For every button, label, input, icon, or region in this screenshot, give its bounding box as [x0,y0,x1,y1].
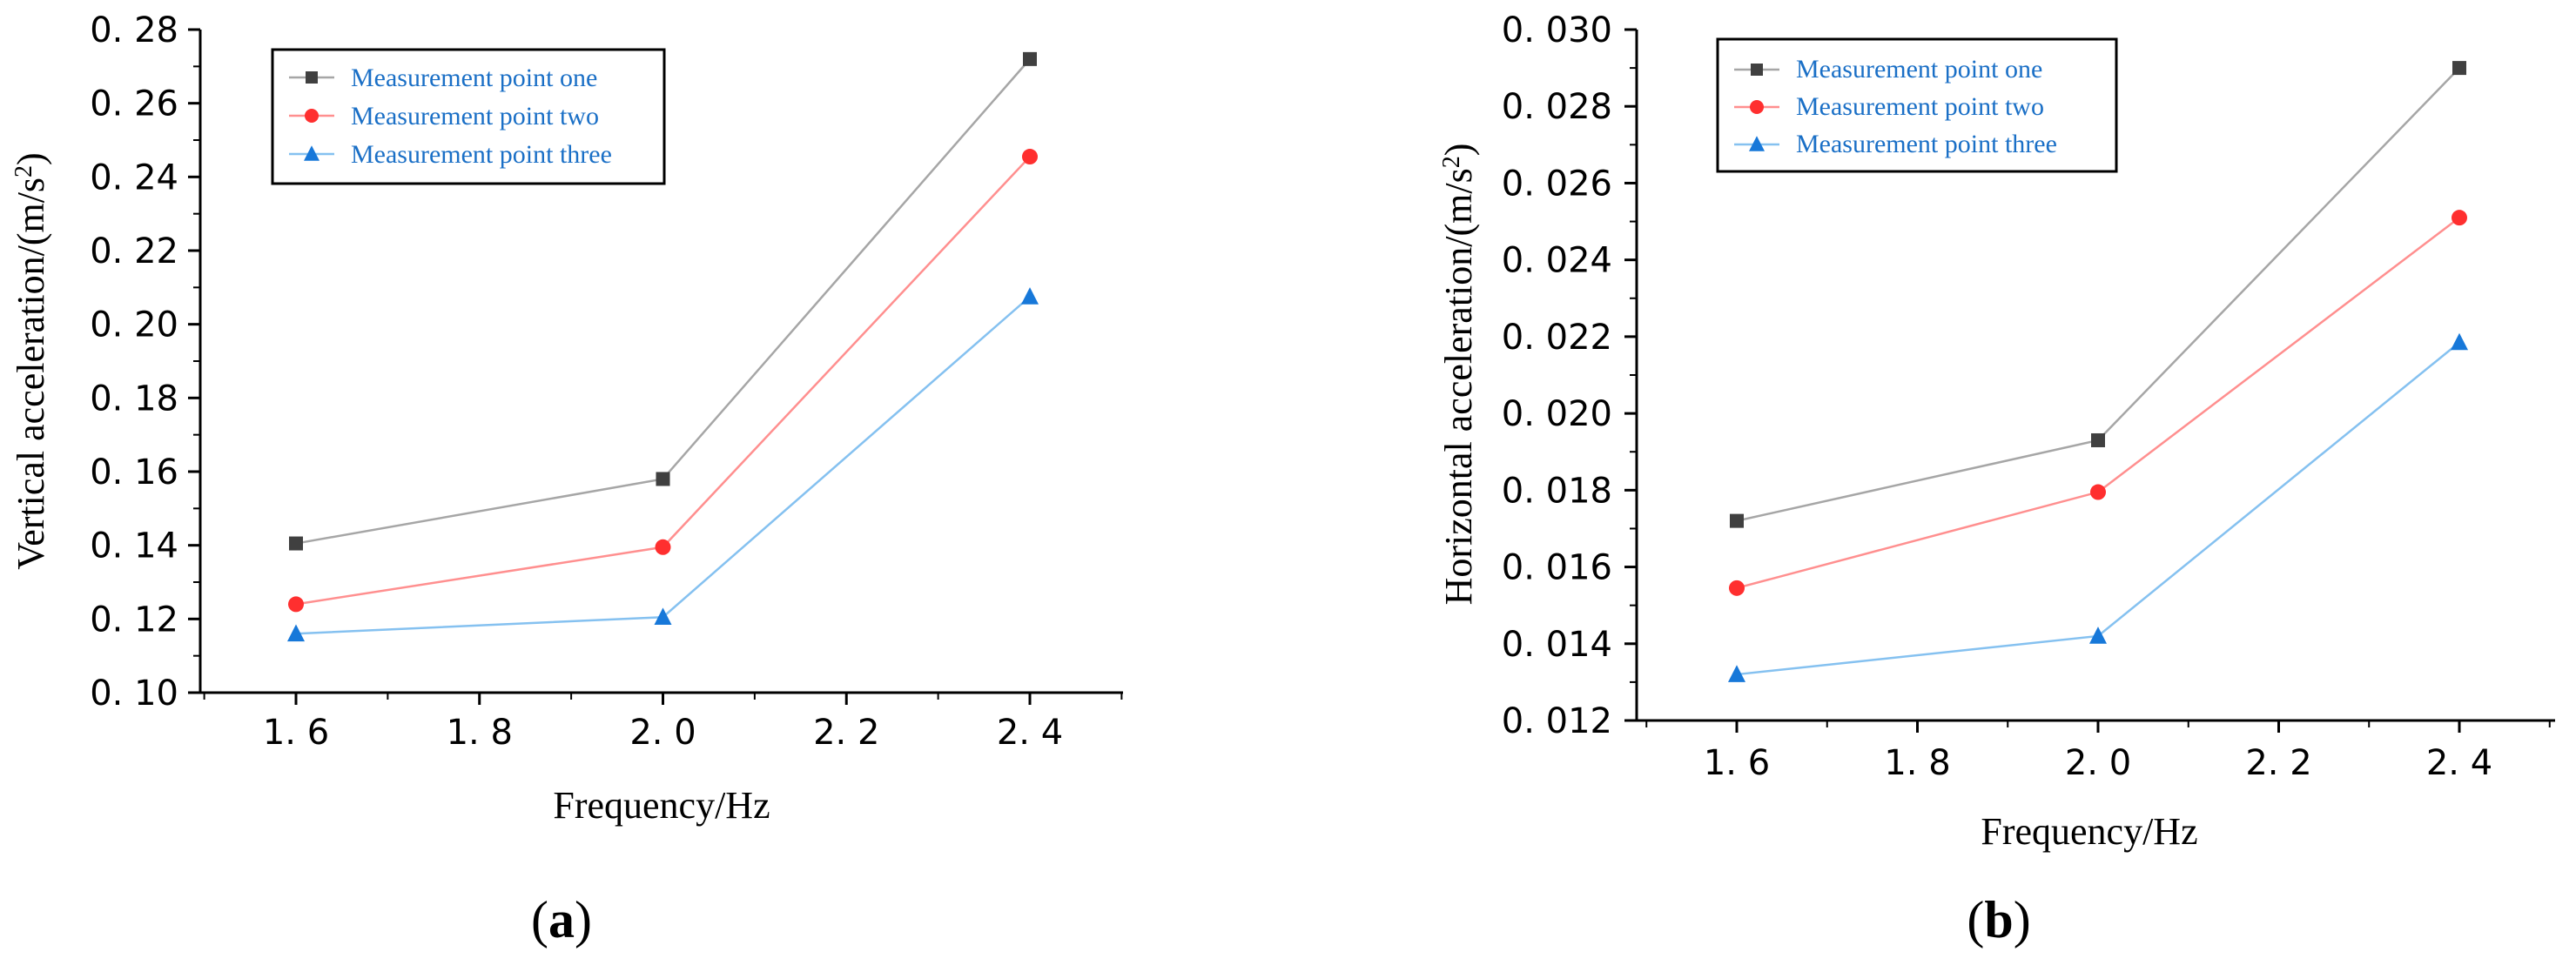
panel-b-plot-marks [1728,61,2468,682]
panel-a-y-tick-label-1: 0. 12 [90,600,178,640]
panel-b-series-1-line [1736,217,2460,590]
panel-a-x-axis-title: Frequency/Hz [553,784,770,827]
panel-b-x-tick-label-3: 2. 2 [2245,743,2311,783]
panel-a-legend-swatch-marker-2 [304,145,319,161]
panel-a-x-tick-label-4: 2. 4 [997,713,1063,753]
panel-a-y-axis-title: Vertical acceleration/(m/s2) [10,152,52,569]
panel-b-y-tick-label-9: 0. 030 [1502,10,1612,50]
panel-b-legend: Measurement point one Measurement point … [1716,37,2118,173]
panel-b-x-ticks: 1. 6 1. 8 2. 0 2. 2 2. 4 [1645,720,2551,783]
panel-a-x-tick-label-2: 2. 0 [629,713,696,753]
panel-a-x-ticks: 1. 6 1. 8 2. 0 2. 2 2. 4 [203,693,1123,753]
panel-b-series-2-point-1 [2089,627,2107,644]
panel-a-x-tick-label-3: 2. 2 [813,713,879,753]
panel-a-legend: Measurement point one Measurement point … [271,48,666,185]
panel-b-x-tick-label-0: 1. 6 [1704,743,1770,783]
panel-a-x-tick-label-1: 1. 8 [447,713,513,753]
panel-b-y-tick-label-2: 0. 016 [1502,548,1612,588]
panel-a-legend-box [271,48,666,185]
panel-b-y-tick-label-3: 0. 018 [1502,471,1612,511]
panel-a-y-tick-label-9: 0. 28 [90,10,178,50]
panel-b-legend-entries [1734,64,1779,151]
panel-b-x-tick-label-1: 1. 8 [1884,743,1950,783]
panel-a-y-ticks: 0. 10 0. 12 0. 14 0. 16 0. 18 0. 20 0. 22 0. 24… [90,10,200,714]
panel-b-legend-swatch-marker-1 [1750,100,1764,114]
panel-b-y-axis-title: Horizontal acceleration/(m/s2) [1437,144,1480,606]
panel-b-series-1-point-2 [2452,210,2467,226]
panel-a-x-tick-label-0: 1. 6 [263,713,329,753]
panel-b-label: (b) [1967,891,2030,948]
panel-a-label: (a) [531,891,592,948]
panel-a-series-1-point-0 [288,596,304,613]
panel-b-x-tick-label-4: 2. 4 [2426,743,2492,783]
panel-b: 0. 012 0. 014 0. 016 0. 018 0. 020 0. 022 0. 0… [1437,10,2555,948]
panel-a-series-2-point-2 [1021,287,1039,305]
panel-b-series-0-point-0 [1730,513,1744,528]
panel-b-series-2-point-0 [1728,665,1745,682]
panel-b-x-axis-title: Frequency/Hz [1981,810,2197,853]
panel-a-y-tick-label-4: 0. 18 [90,379,178,419]
panel-a-series-0-point-0 [289,536,303,551]
panel-a-series-0-point-1 [656,472,670,486]
panel-b-series-0-point-2 [2452,61,2466,76]
panel-a-y-tick-label-3: 0. 16 [90,452,178,493]
panel-b-series-1-point-0 [1729,580,1745,596]
panel-a-series-1-line [295,156,1031,606]
panel-b-series-0-point-1 [2091,432,2105,447]
panel-a-y-tick-label-6: 0. 22 [90,231,178,271]
panel-b-y-tick-label-0: 0. 012 [1502,701,1612,741]
panel-a: 0. 10 0. 12 0. 14 0. 16 0. 18 0. 20 0. 22 0. 24… [10,10,1123,948]
panel-a-legend-entries [289,71,334,161]
panel-a-legend-swatch-marker-0 [306,71,318,84]
panel-a-series-2-point-0 [287,624,305,642]
panel-b-legend-label-2: Measurement point three [1796,130,2057,158]
panel-b-y-tick-label-5: 0. 022 [1502,318,1612,358]
panel-a-series-2-point-1 [654,607,672,626]
panel-a-y-tick-label-7: 0. 24 [90,157,178,198]
panel-b-y-tick-label-7: 0. 026 [1502,164,1612,204]
panel-a-series-2-line [295,295,1031,635]
panel-b-series-1-point-1 [2090,484,2106,500]
panel-b-legend-swatch-marker-0 [1751,64,1763,76]
panel-a-series-0-point-2 [1023,51,1037,66]
panel-a-plot-marks [287,51,1039,642]
panel-b-y-tick-label-6: 0. 024 [1502,241,1612,281]
panel-a-legend-swatch-marker-1 [305,109,319,123]
panel-b-legend-label-0: Measurement point one [1796,55,2042,84]
panel-a-y-tick-label-5: 0. 20 [90,305,178,345]
panel-b-series-2-line [1736,341,2460,676]
panel-a-series-1-point-2 [1022,149,1038,165]
panel-a-legend-label-1: Measurement point two [351,102,599,131]
panel-b-legend-box [1716,37,2118,173]
panel-a-legend-label-0: Measurement point one [351,64,597,92]
panel-a-y-tick-label-2: 0. 14 [90,526,178,566]
panel-b-y-tick-label-1: 0. 014 [1502,625,1612,665]
panel-b-legend-swatch-marker-2 [1749,136,1765,151]
panel-a-legend-label-2: Measurement point three [351,140,612,169]
panel-a-y-tick-label-0: 0. 10 [90,673,178,714]
panel-a-series-1-point-1 [655,539,671,555]
panel-b-series-2-point-2 [2451,332,2468,351]
panel-b-y-tick-label-4: 0. 020 [1502,394,1612,434]
panel-a-y-tick-label-8: 0. 26 [90,84,178,124]
panel-b-legend-label-1: Measurement point two [1796,92,2044,121]
panel-b-x-tick-label-2: 2. 0 [2065,743,2131,783]
panel-b-y-tick-label-8: 0. 028 [1502,87,1612,127]
panel-b-y-ticks: 0. 012 0. 014 0. 016 0. 018 0. 020 0. 022 0. 0… [1502,10,1637,741]
